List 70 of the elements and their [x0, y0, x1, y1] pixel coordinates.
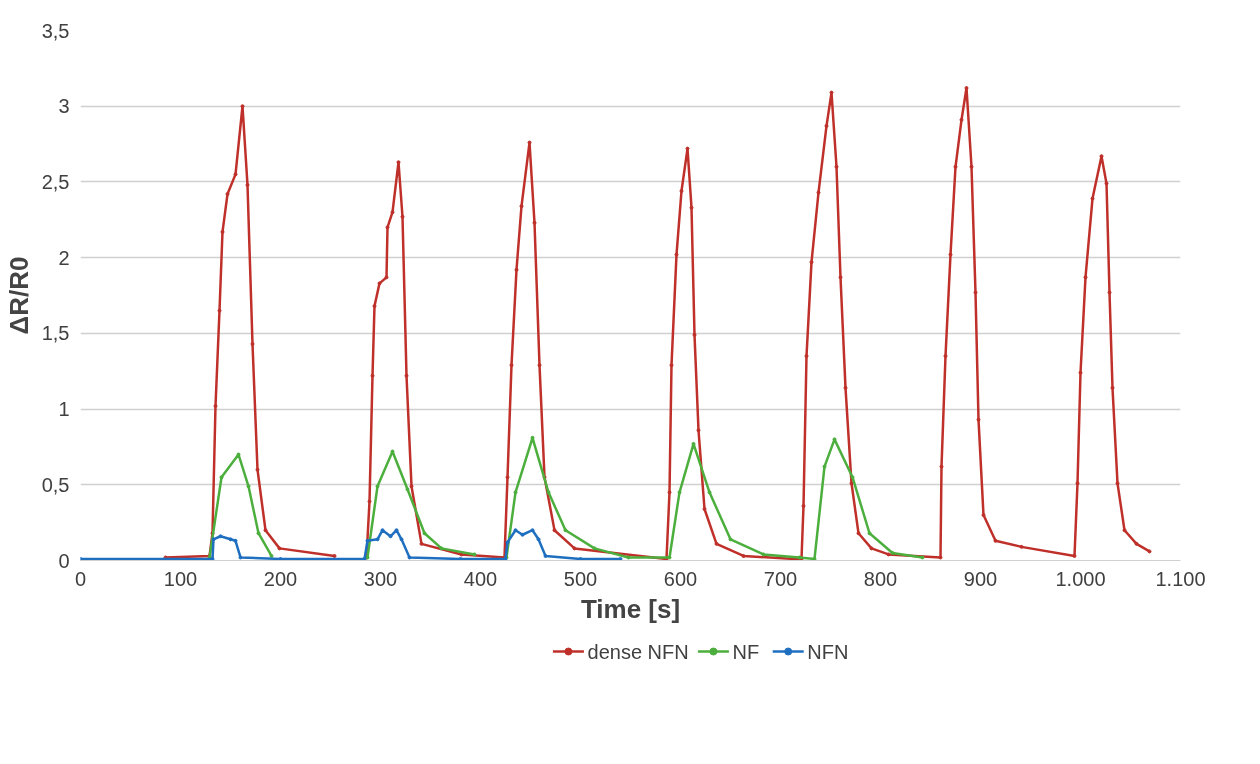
- point: [563, 528, 568, 533]
- x-tick-label: 200: [263, 567, 298, 590]
- x-tick-label: 300: [363, 567, 398, 590]
- x-tick-label: 1.100: [1155, 567, 1206, 590]
- point: [761, 552, 766, 557]
- point: [238, 555, 243, 560]
- y-axis-title: ΔR/R0: [3, 256, 34, 335]
- point: [850, 475, 855, 480]
- x-axis-title: Time [s]: [580, 593, 681, 624]
- point: [390, 449, 395, 454]
- point: [375, 537, 380, 542]
- point: [513, 490, 518, 495]
- x-tick-label: 700: [763, 567, 798, 590]
- point: [407, 555, 412, 560]
- y-tick-label: 3: [58, 95, 70, 118]
- point: [812, 556, 817, 561]
- point: [472, 552, 477, 557]
- x-tick-label: 400: [463, 567, 498, 590]
- point: [618, 556, 623, 561]
- point: [890, 550, 895, 555]
- point: [546, 490, 551, 495]
- x-tick-label: 0: [74, 567, 87, 590]
- y-tick-label: 3,5: [41, 19, 70, 42]
- point: [365, 538, 370, 543]
- point: [832, 437, 837, 442]
- point: [388, 534, 393, 539]
- point: [867, 531, 872, 536]
- x-tick-label: 900: [963, 567, 998, 590]
- x-tick-label: 600: [663, 567, 698, 590]
- legend-label: NF: [732, 640, 760, 663]
- y-tick-label: 2,5: [41, 170, 70, 193]
- x-tick-label: 500: [563, 567, 598, 590]
- point: [728, 537, 733, 542]
- point: [218, 534, 223, 539]
- point: [505, 540, 510, 545]
- point: [920, 555, 925, 560]
- point: [822, 464, 827, 469]
- point: [233, 538, 238, 543]
- point: [422, 531, 427, 536]
- point: [219, 475, 224, 480]
- point: [543, 553, 548, 558]
- point: [256, 531, 261, 536]
- point: [375, 484, 380, 489]
- point: [520, 532, 525, 537]
- point: [530, 435, 535, 440]
- point: [536, 537, 541, 542]
- y-tick-label: 0,5: [41, 473, 70, 496]
- point: [677, 490, 682, 495]
- point: [707, 490, 712, 495]
- y-tick-label: 1,5: [41, 322, 70, 345]
- point: [405, 487, 410, 492]
- y-tick-label: 0: [58, 549, 70, 572]
- point: [228, 537, 233, 542]
- point: [399, 537, 404, 542]
- legend-label: dense NFN: [587, 640, 689, 663]
- y-tick-label: 2: [58, 246, 70, 269]
- point: [236, 452, 241, 457]
- point: [513, 528, 518, 533]
- x-tick-label: 800: [863, 567, 898, 590]
- point: [211, 537, 216, 542]
- point: [530, 528, 535, 533]
- point: [592, 546, 597, 551]
- y-tick-label: 1: [58, 398, 70, 421]
- point: [691, 441, 696, 446]
- point: [626, 555, 631, 560]
- legend-label: NFN: [807, 640, 849, 663]
- point: [246, 484, 251, 489]
- x-tick-label: 1.000: [1055, 567, 1106, 590]
- x-tick-label: 100: [163, 567, 198, 590]
- point: [439, 546, 444, 551]
